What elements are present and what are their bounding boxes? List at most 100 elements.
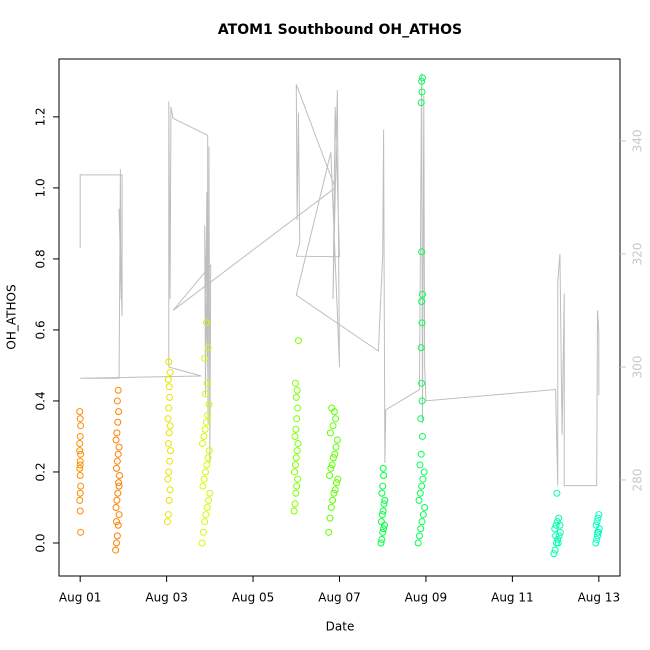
point bbox=[113, 397, 121, 405]
point bbox=[417, 525, 425, 533]
point bbox=[553, 489, 561, 497]
point bbox=[378, 535, 386, 543]
point bbox=[554, 539, 562, 547]
point bbox=[418, 74, 426, 82]
point bbox=[167, 447, 175, 455]
point bbox=[166, 457, 174, 465]
point bbox=[380, 472, 388, 480]
point bbox=[203, 379, 211, 387]
point bbox=[164, 415, 172, 423]
point bbox=[112, 518, 120, 526]
point bbox=[115, 443, 123, 451]
point bbox=[377, 539, 385, 547]
point bbox=[113, 532, 121, 540]
point bbox=[325, 528, 333, 536]
point bbox=[417, 344, 425, 352]
point bbox=[294, 440, 302, 448]
y-tick-label: 0.0 bbox=[34, 533, 48, 552]
point bbox=[203, 461, 211, 469]
point bbox=[77, 482, 85, 490]
point bbox=[113, 429, 121, 437]
point bbox=[594, 514, 602, 522]
point bbox=[76, 472, 84, 480]
point bbox=[200, 432, 208, 440]
point bbox=[76, 489, 84, 497]
point bbox=[293, 482, 301, 490]
x-tick-label: Aug 07 bbox=[318, 591, 361, 605]
point bbox=[377, 518, 385, 526]
point bbox=[550, 550, 558, 558]
point bbox=[554, 535, 562, 543]
point bbox=[114, 450, 122, 458]
point bbox=[115, 479, 123, 487]
point bbox=[290, 507, 298, 515]
point bbox=[291, 379, 299, 387]
point bbox=[592, 539, 600, 547]
point bbox=[77, 422, 85, 430]
point bbox=[202, 390, 210, 398]
point bbox=[201, 425, 209, 433]
point bbox=[333, 436, 341, 444]
point bbox=[166, 393, 174, 401]
point bbox=[164, 475, 172, 483]
point bbox=[76, 496, 84, 504]
point bbox=[552, 532, 560, 540]
point bbox=[292, 489, 300, 497]
point bbox=[116, 472, 124, 480]
point bbox=[198, 539, 206, 547]
point bbox=[334, 475, 342, 483]
point bbox=[594, 528, 602, 536]
point bbox=[329, 454, 337, 462]
point bbox=[415, 532, 423, 540]
y2-tick-label: 340 bbox=[631, 129, 645, 152]
point bbox=[203, 503, 211, 511]
point bbox=[112, 546, 120, 554]
point bbox=[380, 525, 388, 533]
point bbox=[381, 496, 389, 504]
point bbox=[112, 436, 120, 444]
point bbox=[112, 503, 120, 511]
point bbox=[76, 461, 84, 469]
plot-area bbox=[76, 73, 603, 558]
point bbox=[418, 379, 426, 387]
point bbox=[291, 500, 299, 508]
point bbox=[165, 404, 173, 412]
point bbox=[201, 354, 209, 362]
x-tick-label: Aug 13 bbox=[578, 591, 621, 605]
point bbox=[202, 468, 210, 476]
point bbox=[380, 500, 388, 508]
point bbox=[327, 503, 335, 511]
point bbox=[417, 99, 425, 107]
point bbox=[291, 468, 299, 476]
point bbox=[166, 422, 174, 430]
point bbox=[76, 440, 84, 448]
y2-tick-label: 280 bbox=[631, 468, 645, 491]
point bbox=[418, 248, 426, 256]
point bbox=[332, 479, 340, 487]
point bbox=[418, 290, 426, 298]
point bbox=[76, 432, 84, 440]
point bbox=[331, 450, 339, 458]
point bbox=[199, 482, 207, 490]
x-axis-label: Date bbox=[326, 620, 355, 634]
point bbox=[421, 503, 429, 511]
point bbox=[418, 319, 426, 327]
point bbox=[165, 429, 173, 437]
point bbox=[416, 461, 424, 469]
point bbox=[593, 518, 601, 526]
point bbox=[332, 415, 340, 423]
y2-tick-label: 320 bbox=[631, 242, 645, 265]
point bbox=[165, 496, 173, 504]
point bbox=[293, 447, 301, 455]
point bbox=[201, 518, 209, 526]
point bbox=[291, 461, 299, 469]
point bbox=[164, 440, 172, 448]
point bbox=[414, 539, 422, 547]
point bbox=[551, 546, 559, 554]
point bbox=[552, 521, 560, 529]
point bbox=[76, 507, 84, 515]
point bbox=[326, 472, 334, 480]
point bbox=[205, 400, 213, 408]
point bbox=[77, 528, 85, 536]
